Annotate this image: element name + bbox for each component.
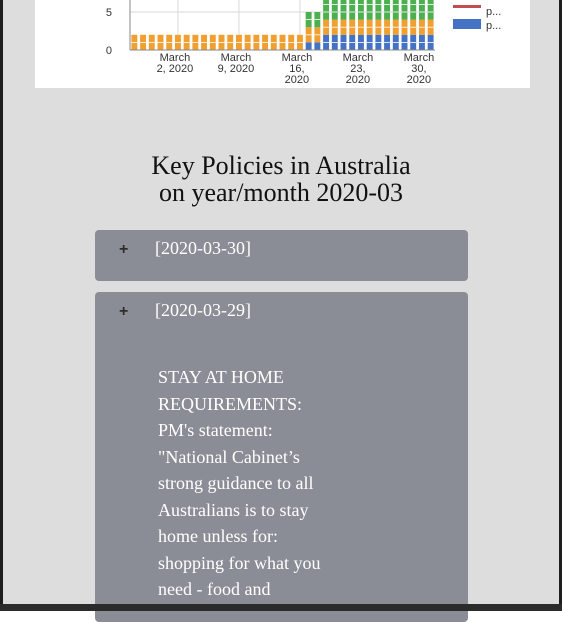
y-tick-label: 0 <box>106 45 112 57</box>
policy-line: "National Cabinet’s <box>158 446 300 467</box>
x-tick-label: March <box>343 52 374 64</box>
bar-segment <box>418 0 425 20</box>
accordion-date[interactable]: [2020-03-30] <box>155 238 251 258</box>
bar-segment <box>392 0 399 20</box>
accordion-header[interactable]: + [2020-03-29] <box>95 292 468 342</box>
x-tick-label: March <box>221 52 252 64</box>
bar-segment <box>331 0 338 20</box>
accordion-item-2020-03-30: + [2020-03-30] <box>95 230 468 281</box>
policy-line: shopping for what you <box>158 552 321 573</box>
bar-segment <box>305 42 312 50</box>
bar-segment <box>357 0 364 20</box>
x-tick-label: 2, 2020 <box>157 63 194 75</box>
y-tick-label: 5 <box>106 7 112 19</box>
expand-plus-icon[interactable]: + <box>119 241 129 258</box>
window-left-border <box>0 0 3 611</box>
bar-segment <box>340 0 347 20</box>
legend-swatch <box>453 5 481 8</box>
policy-line: PM's statement: <box>158 420 273 440</box>
x-tick-label: 2020 <box>407 74 431 86</box>
bar-segment <box>401 0 408 20</box>
bar-segment <box>410 0 417 20</box>
bar-segment <box>323 0 330 20</box>
bar-segment <box>427 0 434 20</box>
accordion-header[interactable]: + [2020-03-30] <box>95 230 468 280</box>
x-tick-label: March <box>282 52 313 64</box>
bottom-bar <box>0 604 562 611</box>
legend-swatch <box>453 19 481 29</box>
accordion-item-2020-03-29: + [2020-03-29] STAY AT HOME REQUIREMENTS… <box>95 292 468 622</box>
bar-segment <box>375 0 382 20</box>
bar-segment <box>314 42 321 50</box>
x-tick-label: 2020 <box>285 74 309 86</box>
policy-line: home unless for: <box>158 526 278 546</box>
expand-plus-icon[interactable]: + <box>119 303 129 320</box>
policy-line: REQUIREMENTS: <box>158 393 302 414</box>
bar-segment <box>366 0 373 20</box>
accordion-date[interactable]: [2020-03-29] <box>155 300 251 320</box>
x-tick-label: 16, <box>289 63 304 75</box>
policy-line: need - food and <box>158 579 271 599</box>
policy-description: STAY AT HOME REQUIREMENTS: PM's statemen… <box>158 364 408 603</box>
x-tick-label: March <box>404 52 435 64</box>
policy-line: strong guidance to all <box>158 473 314 493</box>
policy-timeline-chart: 0 5 March 2, 2020 March 9, 2020 March 16, 2020 Ma… <box>35 0 530 88</box>
policy-line: Australians is to stay <box>158 499 309 520</box>
window-right-border <box>559 0 562 611</box>
x-tick-label: March <box>160 52 191 64</box>
bar-segment <box>349 0 356 20</box>
x-tick-label: 2020 <box>346 74 370 86</box>
page-title-line-1: Key Policies in Australia <box>151 151 411 180</box>
page-title: Key Policies in Australia on year/month … <box>60 152 502 206</box>
policy-line: STAY AT HOME <box>158 367 284 387</box>
x-tick-label: 23, <box>350 63 365 75</box>
page-title-line-2: on year/month 2020-03 <box>158 178 404 207</box>
legend-label: p... <box>486 20 501 32</box>
bar-segment <box>384 0 391 20</box>
x-tick-label: 30, <box>411 63 426 75</box>
x-tick-label: 9, 2020 <box>218 63 255 75</box>
legend-label: p... <box>486 6 501 18</box>
